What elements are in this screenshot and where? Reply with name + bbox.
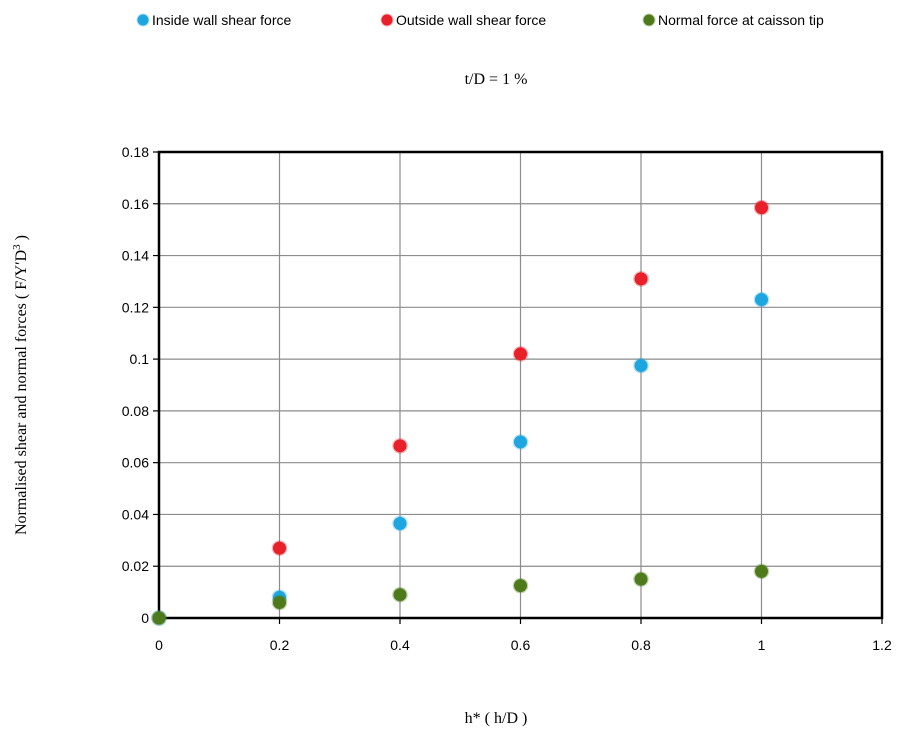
y-axis-label: Normalised shear and normal forces ( F/Y…: [11, 235, 30, 535]
data-point: [512, 577, 529, 594]
y-tick-label: 0.12: [122, 299, 149, 315]
data-point: [392, 586, 408, 603]
data-point: [633, 357, 649, 374]
data-point: [633, 271, 649, 287]
x-axis-label: h* ( h/D ): [465, 710, 528, 727]
y-tick-label: 0.16: [122, 196, 149, 212]
x-tick-label: 0: [155, 637, 163, 653]
x-tick-label: 0.6: [511, 637, 531, 653]
y-tick-label: 0.04: [122, 506, 149, 522]
data-point: [753, 291, 770, 308]
chart-title: t/D = 1 %: [465, 71, 528, 88]
y-axis-label-end: ): [13, 235, 30, 244]
x-tick-label: 0.4: [390, 637, 410, 653]
y-axis-label-main: Normalised shear and normal forces ( F/Y…: [13, 250, 30, 535]
data-point: [753, 199, 770, 216]
data-point: [633, 571, 649, 587]
y-tick-label: 0.1: [130, 351, 150, 367]
data-point: [392, 438, 408, 454]
x-tick-label: 0.2: [270, 637, 290, 653]
legend-label: Outside wall shear force: [396, 12, 546, 28]
data-point: [512, 346, 529, 362]
y-tick-label: 0.18: [122, 144, 149, 160]
data-point: [151, 610, 167, 626]
x-tick-labels: 0 0.2 0.4 0.6 0.8 1 1.2: [155, 637, 892, 653]
data-point: [753, 563, 770, 580]
data-point: [392, 515, 408, 532]
legend: Inside wall shear force Outside wall shea…: [136, 12, 824, 28]
legend-marker: [136, 13, 150, 27]
legend-marker: [642, 13, 656, 27]
plot-area-frame: [157, 150, 884, 620]
series-3: [151, 563, 770, 626]
grid: [153, 151, 883, 624]
data-point: [271, 594, 288, 611]
data-points: [151, 199, 770, 626]
legend-label: Normal force at caisson tip: [658, 12, 824, 28]
legend-marker: [380, 13, 394, 27]
y-axis-label-superscript: 3: [11, 244, 23, 250]
data-point: [271, 540, 288, 556]
x-tick-label: 1: [758, 637, 766, 653]
y-tick-label: 0: [141, 610, 149, 626]
y-tick-label: 0.14: [122, 248, 149, 264]
series-2: [271, 199, 770, 556]
series-1: [151, 291, 770, 626]
y-tick-label: 0.08: [122, 403, 149, 419]
legend-item: Normal force at caisson tip: [642, 12, 824, 28]
data-point: [512, 434, 529, 450]
y-tick-label: 0.02: [122, 558, 149, 574]
y-tick-labels: 0 0.02 0.04 0.06 0.08 0.1 0.12 0.14 0.16 0.18: [122, 144, 149, 626]
legend-item: Inside wall shear force: [136, 12, 292, 28]
legend-label: Inside wall shear force: [152, 12, 292, 28]
legend-item: Outside wall shear force: [380, 12, 546, 28]
y-tick-label: 0.06: [122, 455, 149, 471]
x-tick-label: 1.2: [872, 637, 892, 653]
x-tick-label: 0.8: [631, 637, 651, 653]
